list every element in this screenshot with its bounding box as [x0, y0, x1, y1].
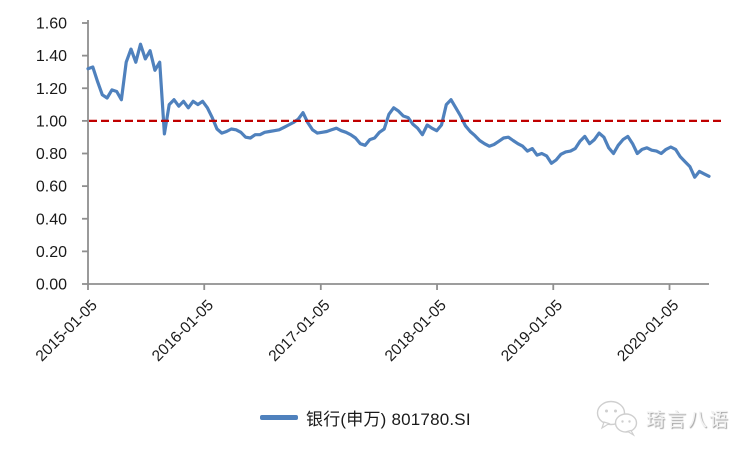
- y-axis-tick-label: 0.80: [36, 146, 67, 163]
- series-line: [86, 42, 711, 179]
- line-chart-plot: 0.00 0.20 0.40 0.60 0.80 1.00 1.20 1.40 1.60 2015…: [33, 16, 724, 365]
- legend-series-label: 银行(申万) 801780.SI: [306, 410, 471, 429]
- watermark: 琦言八语: [594, 399, 730, 437]
- y-axis-tick-label: 1.20: [36, 81, 67, 98]
- x-axis-tick-label: 2015-01-05: [33, 297, 101, 365]
- y-axis-tick-label: 0.60: [36, 179, 67, 196]
- x-axis-tick-label: 2018-01-05: [382, 297, 450, 365]
- y-axis-tick-label: 0.40: [36, 211, 67, 228]
- y-axis-tick-label: 1.60: [36, 16, 67, 33]
- wechat-icon: [596, 400, 638, 437]
- y-axis-tick-label: 1.40: [36, 48, 67, 65]
- y-axis-tick-label: 0.00: [36, 277, 67, 294]
- x-axis-tick-label: 2016-01-05: [149, 297, 217, 365]
- legend: 银行(申万) 801780.SI: [260, 405, 471, 430]
- legend-line-swatch: [260, 415, 298, 420]
- watermark-text: 琦言八语: [646, 409, 731, 431]
- x-axis-tick-label: 2020-01-05: [614, 297, 682, 365]
- y-axis-tick-label: 1.00: [36, 113, 67, 130]
- x-axis-tick-label: 2017-01-05: [266, 297, 334, 365]
- x-axis-tick-label: 2019-01-05: [498, 297, 566, 365]
- y-axis-tick-label: 0.20: [36, 244, 67, 261]
